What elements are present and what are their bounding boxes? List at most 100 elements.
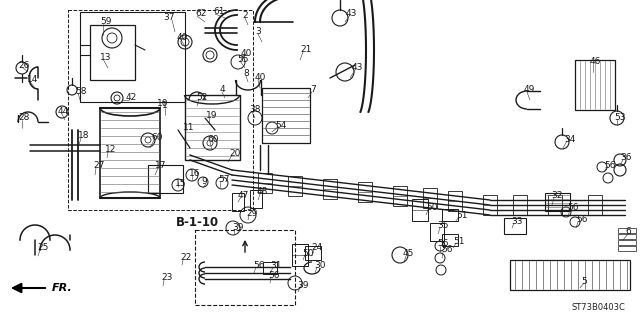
Text: 37: 37 (163, 13, 175, 23)
Text: FR.: FR. (52, 283, 73, 293)
Text: 13: 13 (100, 53, 111, 62)
Text: 8: 8 (243, 70, 249, 78)
Bar (393, 186, 407, 206)
Text: 10: 10 (157, 99, 168, 108)
Text: 36: 36 (620, 153, 632, 162)
Bar (148, 165, 183, 193)
Text: 45: 45 (403, 249, 414, 258)
Bar (292, 244, 308, 266)
Bar (90, 25, 135, 80)
Bar (258, 173, 272, 193)
Bar (305, 246, 321, 260)
Text: 7: 7 (310, 85, 316, 94)
Bar (80, 12, 185, 102)
Text: 17: 17 (155, 161, 166, 170)
Text: 28: 28 (18, 114, 29, 122)
Text: 48: 48 (257, 188, 268, 197)
Text: 5: 5 (581, 277, 587, 286)
Text: 24: 24 (311, 243, 323, 253)
Text: 56: 56 (253, 261, 264, 270)
Text: 42: 42 (126, 93, 137, 102)
Text: 31: 31 (270, 261, 282, 270)
Text: 19: 19 (206, 110, 218, 120)
Bar (263, 262, 277, 274)
Bar (423, 188, 437, 208)
Text: 18: 18 (78, 131, 90, 140)
Text: 56: 56 (604, 160, 616, 169)
Bar (185, 95, 240, 160)
Text: 4: 4 (220, 85, 226, 94)
Text: 25: 25 (37, 243, 49, 253)
Text: 43: 43 (346, 9, 357, 18)
Text: 35: 35 (437, 221, 449, 231)
Bar (323, 179, 337, 199)
Text: 21: 21 (300, 46, 312, 55)
Bar (513, 195, 527, 215)
Bar (510, 260, 630, 290)
Text: 55: 55 (237, 55, 248, 63)
Text: 49: 49 (524, 85, 536, 94)
Text: B-1-10: B-1-10 (176, 216, 219, 228)
Text: ST73B0403C: ST73B0403C (571, 303, 625, 313)
Text: 29: 29 (246, 209, 257, 218)
Bar (483, 195, 497, 215)
Text: 56: 56 (268, 271, 280, 279)
Text: 56: 56 (567, 204, 579, 212)
Bar (618, 228, 636, 233)
Text: 46: 46 (590, 57, 602, 66)
Bar (358, 182, 372, 202)
Text: 12: 12 (105, 145, 116, 153)
Text: 20: 20 (229, 149, 241, 158)
Text: 2: 2 (242, 11, 248, 20)
Text: 43: 43 (352, 63, 364, 72)
Text: 56: 56 (441, 246, 452, 255)
Text: 11: 11 (183, 123, 195, 132)
Text: 33: 33 (511, 217, 522, 226)
Text: 6: 6 (625, 227, 631, 236)
Bar (618, 246, 636, 251)
Text: 56: 56 (437, 240, 449, 249)
Text: 40: 40 (255, 73, 266, 83)
Bar (250, 190, 262, 208)
Text: 50: 50 (426, 204, 438, 212)
Text: 59: 59 (100, 18, 111, 26)
Bar (288, 176, 302, 196)
Text: 54: 54 (275, 121, 286, 130)
Text: 38: 38 (249, 106, 260, 115)
Bar (430, 223, 444, 241)
Bar (504, 218, 526, 234)
Text: 16: 16 (189, 168, 200, 177)
Text: 56: 56 (576, 216, 588, 225)
Text: 34: 34 (564, 135, 575, 144)
Text: 40: 40 (241, 48, 252, 57)
Text: 60: 60 (151, 133, 163, 143)
Text: 39: 39 (297, 280, 308, 290)
Bar (442, 234, 458, 246)
Text: 30: 30 (314, 261, 326, 270)
Bar (618, 240, 636, 245)
Bar (575, 60, 615, 110)
Text: 53: 53 (614, 113, 625, 122)
Text: 32: 32 (551, 191, 563, 201)
Text: 61: 61 (213, 8, 225, 17)
Text: 40: 40 (177, 33, 188, 42)
Bar (100, 108, 160, 198)
Text: 9: 9 (201, 177, 207, 187)
Text: 50: 50 (302, 249, 314, 257)
Text: 3: 3 (255, 27, 260, 36)
Text: 14: 14 (27, 76, 38, 85)
Text: 60: 60 (207, 136, 218, 145)
Text: 62: 62 (195, 10, 206, 19)
Text: 1: 1 (162, 101, 168, 110)
Bar (232, 193, 244, 211)
Bar (545, 193, 570, 211)
Text: 51: 51 (456, 211, 467, 219)
Bar (195, 230, 295, 305)
Text: 58: 58 (75, 86, 86, 95)
Text: 39: 39 (232, 222, 243, 232)
Bar (548, 195, 562, 215)
Text: 44: 44 (58, 108, 69, 116)
Text: 15: 15 (175, 179, 186, 188)
Text: 47: 47 (238, 190, 250, 199)
Text: 51: 51 (453, 236, 465, 246)
